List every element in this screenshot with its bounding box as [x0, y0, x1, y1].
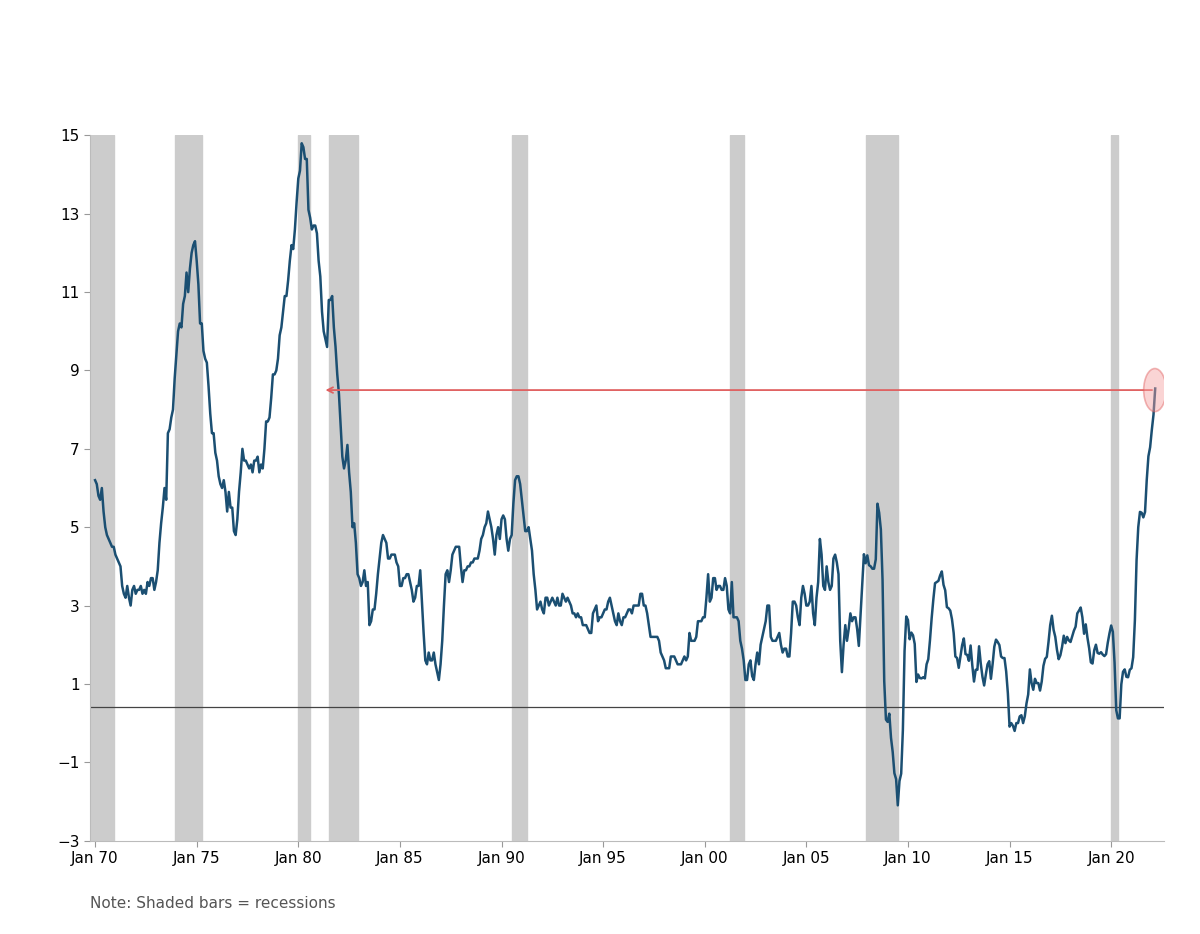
Bar	[1111, 135, 1118, 841]
Bar	[175, 135, 202, 841]
Bar	[329, 135, 358, 841]
Bar	[90, 135, 114, 841]
Text: Note: Shaded bars = recessions: Note: Shaded bars = recessions	[90, 896, 336, 911]
Bar	[730, 135, 744, 841]
Circle shape	[1144, 369, 1166, 412]
Text: All Items % Change on Year Ago: All Items % Change on Year Ago	[425, 76, 775, 94]
Bar	[299, 135, 310, 841]
Text: U.S. Consumer Price Index 1970-2022: U.S. Consumer Price Index 1970-2022	[202, 24, 998, 61]
Bar	[511, 135, 527, 841]
Bar	[865, 135, 898, 841]
